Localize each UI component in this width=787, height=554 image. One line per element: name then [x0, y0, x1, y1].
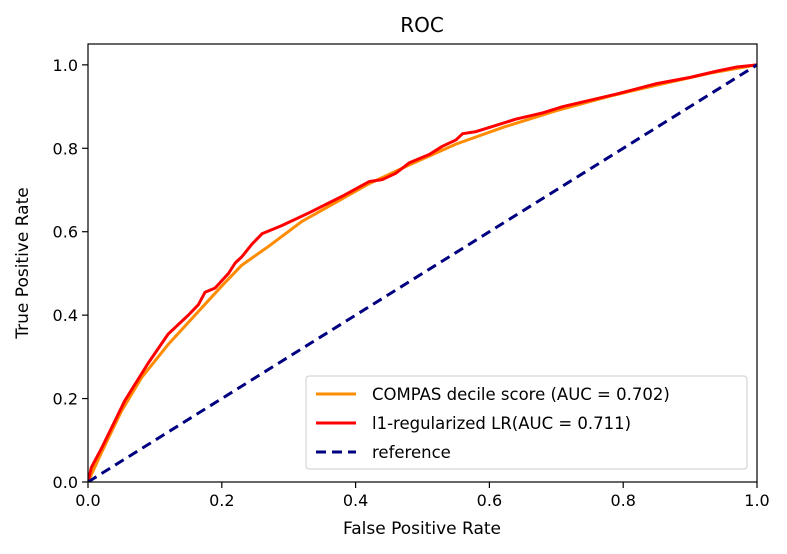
y-tick-label: 0.0: [53, 473, 78, 492]
x-tick-label: 1.0: [744, 491, 769, 510]
legend-label-1: l1-regularized LR(AUC = 0.711): [372, 414, 631, 433]
y-tick-label: 0.6: [53, 223, 78, 242]
y-tick-label: 1.0: [53, 56, 78, 75]
x-axis-label: False Positive Rate: [343, 519, 501, 539]
x-tick-label: 0.2: [209, 491, 234, 510]
series-line-2: [88, 63, 757, 482]
x-tick-label: 0.8: [610, 491, 635, 510]
x-tick-label: 0.6: [477, 491, 502, 510]
chart-title: ROC: [400, 13, 444, 37]
x-tick-label: 0.0: [75, 491, 100, 510]
y-tick-label: 0.2: [53, 390, 78, 409]
legend: COMPAS decile score (AUC = 0.702) l1-reg…: [305, 375, 748, 470]
x-axis: 0.0 0.2 0.4 0.6 0.8 1.0: [75, 482, 770, 510]
x-tick-label: 0.4: [343, 491, 368, 510]
y-tick-label: 0.8: [53, 139, 78, 158]
y-axis: 0.0 0.2 0.4 0.6 0.8 1.0: [53, 56, 88, 492]
plot-frame: [87, 43, 758, 483]
series-line-1: [88, 63, 757, 482]
legend-label-0: COMPAS decile score (AUC = 0.702): [372, 385, 670, 404]
y-tick-label: 0.4: [53, 306, 78, 325]
legend-label-2: reference: [372, 443, 451, 462]
series-layer: [88, 63, 757, 482]
legend-box: [305, 375, 748, 470]
y-axis-label: True Positive Rate: [13, 187, 33, 339]
